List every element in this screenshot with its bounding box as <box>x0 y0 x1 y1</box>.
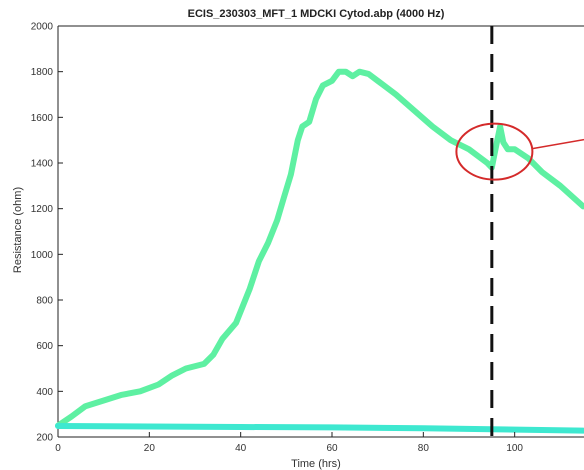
y-tick-label: 400 <box>36 387 53 398</box>
y-tick-label: 200 <box>36 433 53 444</box>
y-tick-label: 2000 <box>31 22 54 33</box>
x-tick-label: 60 <box>326 443 338 454</box>
x-tick-label: 40 <box>235 443 247 454</box>
plot-area <box>55 25 584 438</box>
series-line-2 <box>55 423 584 434</box>
y-tick-label: 1400 <box>31 159 54 170</box>
y-tick-label: 800 <box>36 296 53 307</box>
y-tick-label: 1600 <box>31 113 54 124</box>
highlight-ellipse <box>455 122 534 181</box>
x-axis-label: Time (hrs) <box>291 458 341 470</box>
x-axis: 0 20 40 60 80 100 <box>55 432 523 454</box>
y-axis: 200 400 600 800 1000 1200 1400 1600 1800 2000 <box>31 22 63 444</box>
series-line-1 <box>55 68 584 429</box>
x-tick-label: 100 <box>506 443 523 454</box>
y-tick-label: 1200 <box>31 204 54 215</box>
y-tick-label: 1800 <box>31 67 54 78</box>
highlight-pointer-line <box>532 138 584 150</box>
y-tick-label: 1000 <box>31 250 54 261</box>
x-tick-label: 80 <box>418 443 430 454</box>
chart-title: ECIS_230303_MFT_1 MDCKI Cytod.abp (4000 … <box>188 8 445 20</box>
x-tick-label: 0 <box>55 443 61 454</box>
x-tick-label: 20 <box>144 443 156 454</box>
y-tick-label: 600 <box>36 341 53 352</box>
y-axis-label: Resistance (ohm) <box>12 187 24 273</box>
